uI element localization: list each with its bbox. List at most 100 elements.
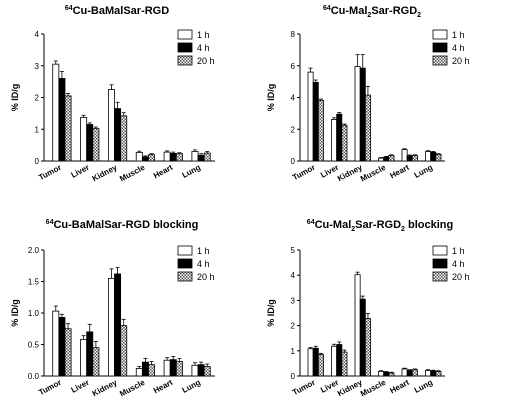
- bar: [359, 298, 366, 377]
- bar: [64, 328, 72, 377]
- title-part: Cu-BaMalSar-RGD: [73, 5, 170, 17]
- category-label: Lung: [413, 378, 435, 395]
- y-tick-label: 0: [35, 157, 40, 166]
- legend-swatch: [432, 42, 448, 53]
- bar: [52, 310, 60, 377]
- legend-swatch: [177, 29, 193, 40]
- legend-swatch: [432, 29, 448, 40]
- bar: [359, 67, 366, 162]
- bar: [169, 359, 177, 377]
- bar: [52, 63, 60, 162]
- bar: [203, 366, 211, 377]
- bar: [163, 151, 171, 162]
- bar: [430, 151, 437, 162]
- y-tick-label: 2: [291, 125, 296, 134]
- y-axis-label: % ID/g: [266, 84, 276, 112]
- bar: [307, 348, 314, 377]
- y-tick-label: 0.5: [28, 341, 40, 350]
- category-label: Heart: [388, 378, 411, 396]
- legend-label: 1 h: [452, 246, 465, 256]
- y-tick-label: 3: [291, 296, 296, 305]
- legend-swatch: [177, 55, 193, 66]
- category-label: Heart: [152, 378, 175, 396]
- category-label: Muscle: [118, 163, 147, 184]
- category-label: Lung: [181, 378, 203, 395]
- title-part: 64: [46, 219, 54, 226]
- bar: [425, 151, 432, 162]
- y-tick-label: 2: [35, 94, 40, 103]
- category-label: Heart: [388, 163, 411, 181]
- bar: [411, 369, 418, 377]
- title-part: blocking: [405, 219, 453, 231]
- bar: [148, 364, 156, 377]
- bar: [383, 371, 390, 377]
- category-label: Muscle: [118, 378, 147, 399]
- bar: [331, 345, 338, 377]
- legend-swatch: [177, 245, 193, 256]
- legend-label: 20 h: [452, 56, 470, 66]
- title-part: 64: [307, 219, 315, 226]
- category-label: Lung: [181, 163, 203, 180]
- bar: [92, 128, 100, 162]
- bar: [406, 370, 413, 377]
- bar: [191, 151, 199, 162]
- bar: [120, 115, 128, 162]
- bar: [86, 331, 94, 377]
- category-label: Kidney: [91, 378, 119, 399]
- bar: [175, 361, 183, 377]
- bar: [411, 155, 418, 162]
- bar: [336, 113, 343, 162]
- category-label: Tumor: [37, 163, 63, 182]
- legend-swatch: [177, 258, 193, 269]
- chart-panel-3: 64Cu-BaMalSar-RGD blocking 0.0 0.5 1.0 1.5 2.…: [10, 219, 215, 399]
- title-part: Cu-Mal: [315, 219, 352, 231]
- bar: [135, 368, 143, 377]
- bar: [378, 371, 385, 377]
- bar: [354, 66, 361, 162]
- category-label: Muscle: [359, 378, 388, 399]
- legend-label: 1 h: [197, 30, 210, 40]
- bar: [364, 94, 371, 162]
- bar: [317, 99, 324, 162]
- title-part: 2: [351, 226, 355, 233]
- bar: [175, 153, 183, 162]
- bar: [141, 156, 149, 162]
- legend-label: 1 h: [452, 30, 465, 40]
- legend: 1 h 4 h 20 h: [177, 29, 215, 66]
- bar: [64, 95, 72, 162]
- category-label: Kidney: [336, 163, 364, 184]
- bar: [388, 155, 395, 162]
- y-tick-label: 4: [291, 271, 296, 280]
- bar: [197, 154, 205, 162]
- bar: [430, 370, 437, 377]
- title-part: 64: [65, 5, 73, 12]
- bar: [435, 371, 442, 377]
- y-tick-label: 2: [291, 322, 296, 331]
- chart-title: 64Cu-BaMalSar-RGD: [65, 5, 169, 17]
- legend-swatch: [432, 245, 448, 256]
- chart-title: 64Cu-Mal2Sar-RGD2: [323, 5, 421, 19]
- legend: 1 h 4 h 20 h: [432, 245, 470, 282]
- chart-title: 64Cu-BaMalSar-RGD blocking: [46, 219, 199, 231]
- bar: [163, 359, 171, 377]
- legend-swatch: [432, 258, 448, 269]
- y-tick-label: 2.0: [28, 246, 40, 255]
- bar: [312, 347, 319, 377]
- bar: [425, 370, 432, 377]
- category-label: Kidney: [91, 163, 119, 184]
- bar: [341, 351, 348, 377]
- title-part: Sar-RGD: [371, 5, 417, 17]
- y-tick-label: 5: [291, 246, 296, 255]
- y-tick-label: 1.5: [28, 278, 40, 287]
- title-part: Cu-BaMalSar-RGD blocking: [53, 219, 198, 231]
- legend-label: 4 h: [452, 43, 465, 53]
- category-label: Lung: [413, 163, 435, 180]
- y-axis-label: % ID/g: [266, 299, 276, 327]
- title-part: 2: [417, 12, 421, 19]
- legend-label: 20 h: [452, 272, 470, 282]
- category-label: Heart: [152, 163, 175, 181]
- title-part: 2: [367, 12, 371, 19]
- legend-label: 1 h: [197, 246, 210, 256]
- bar: [341, 124, 348, 162]
